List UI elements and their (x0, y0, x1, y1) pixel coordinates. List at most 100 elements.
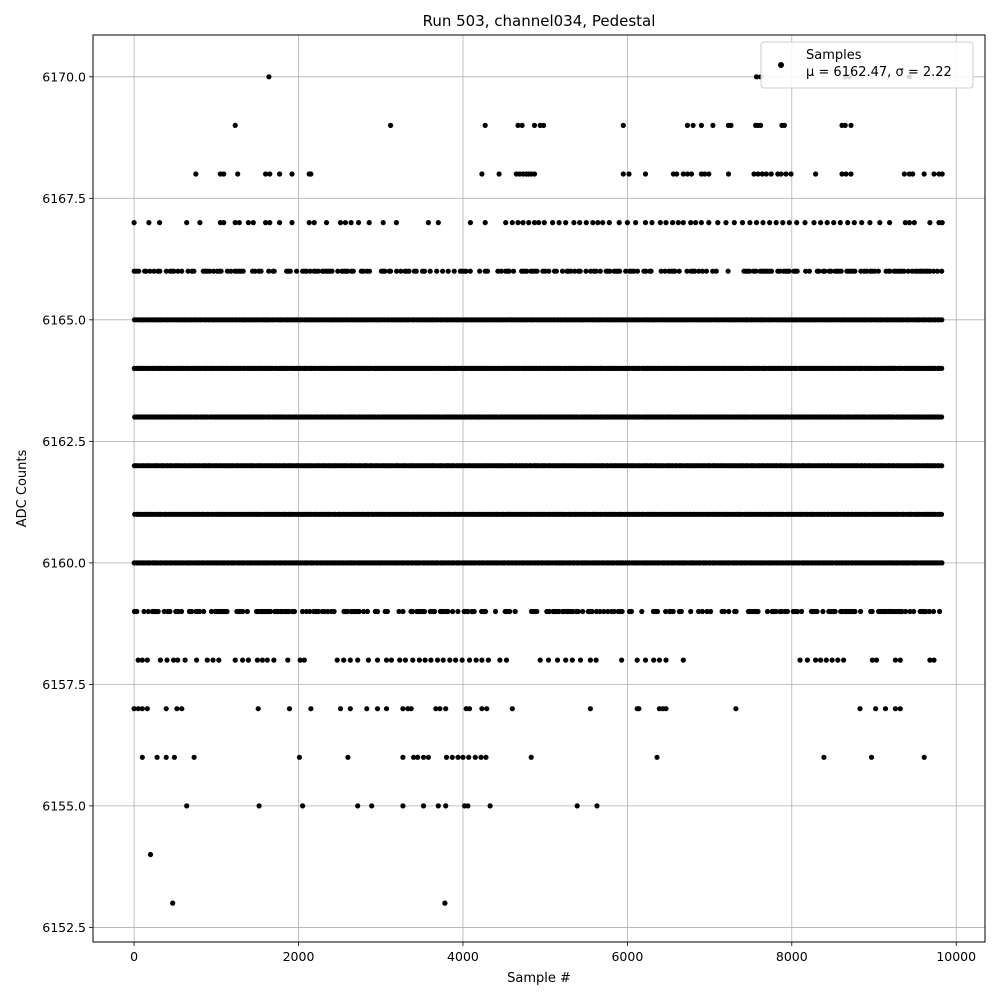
data-point (649, 220, 655, 226)
data-point (167, 608, 173, 615)
data-point (435, 803, 441, 809)
data-point (252, 268, 258, 274)
data-point (651, 657, 657, 663)
data-point (398, 268, 404, 274)
data-point (465, 803, 471, 809)
data-point (311, 220, 317, 226)
data-point (905, 268, 911, 274)
data-point (569, 657, 575, 663)
data-point (852, 608, 858, 615)
data-point (703, 268, 710, 274)
data-point (848, 122, 854, 128)
y-tick-label: 6162.5 (42, 434, 86, 449)
data-point (232, 657, 238, 663)
data-point (157, 268, 163, 274)
data-point (431, 608, 438, 615)
data-point (355, 803, 361, 809)
data-point (335, 268, 341, 274)
data-point (597, 608, 603, 615)
data-point (350, 268, 356, 274)
data-point (175, 657, 181, 663)
x-tick-label: 8000 (776, 949, 808, 964)
data-point (400, 754, 406, 760)
data-point (931, 171, 937, 177)
data-point (131, 706, 137, 712)
data-point (926, 608, 933, 615)
data-point (869, 657, 876, 663)
data-point (927, 220, 933, 226)
data-point (634, 657, 640, 663)
data-point (899, 608, 905, 615)
data-point (509, 220, 515, 226)
data-point (421, 608, 428, 615)
data-point (291, 608, 298, 615)
data-point (443, 803, 449, 809)
data-point (903, 608, 909, 615)
data-point (428, 657, 434, 663)
data-point (135, 657, 141, 663)
data-point (832, 608, 838, 615)
data-point (623, 268, 629, 274)
data-point (676, 268, 682, 274)
data-point (465, 608, 471, 615)
data-point (858, 608, 864, 615)
data-point (396, 608, 402, 615)
data-point (179, 706, 185, 712)
data-point (672, 268, 678, 274)
data-point (294, 268, 300, 274)
data-point (633, 220, 639, 226)
data-point (356, 608, 362, 615)
data-point (492, 608, 499, 615)
data-point (755, 608, 761, 615)
data-point (151, 268, 157, 274)
data-point (236, 220, 242, 226)
data-point (232, 122, 238, 128)
data-point (250, 220, 256, 226)
x-tick-label: 4000 (447, 949, 479, 964)
data-point (577, 268, 583, 274)
data-point (693, 220, 699, 226)
data-point (329, 268, 335, 274)
data-point (611, 608, 617, 615)
data-point (155, 608, 161, 615)
data-point (939, 268, 945, 274)
data-point (877, 220, 883, 226)
data-point (460, 754, 466, 760)
data-point (361, 608, 367, 615)
y-tick-label: 6155.0 (42, 798, 86, 813)
data-point (374, 706, 381, 712)
data-point (443, 706, 449, 712)
data-point (726, 608, 732, 615)
data-point (382, 268, 388, 274)
data-point (777, 268, 783, 274)
data-point (271, 657, 277, 663)
chart-title: Run 503, channel034, Pedestal (423, 12, 656, 30)
data-point (842, 122, 848, 128)
data-point (887, 220, 893, 226)
data-point (897, 706, 903, 712)
data-point (301, 657, 307, 663)
data-point (574, 803, 580, 809)
data-point (420, 754, 427, 760)
data-point (725, 268, 731, 274)
data-point (869, 608, 875, 615)
data-point (445, 268, 451, 274)
data-point (443, 754, 450, 760)
data-point (784, 608, 791, 615)
data-point (307, 608, 313, 615)
data-point (657, 220, 663, 226)
data-point (648, 268, 654, 274)
data-point (829, 657, 835, 663)
data-point (907, 608, 913, 615)
data-point (163, 268, 169, 274)
data-point (680, 220, 686, 226)
data-point (189, 608, 195, 615)
data-point (164, 657, 170, 663)
data-point (692, 268, 698, 274)
data-point (374, 608, 381, 615)
data-point (296, 754, 302, 760)
data-point (828, 268, 834, 274)
data-point (308, 706, 314, 712)
data-point (210, 268, 217, 274)
